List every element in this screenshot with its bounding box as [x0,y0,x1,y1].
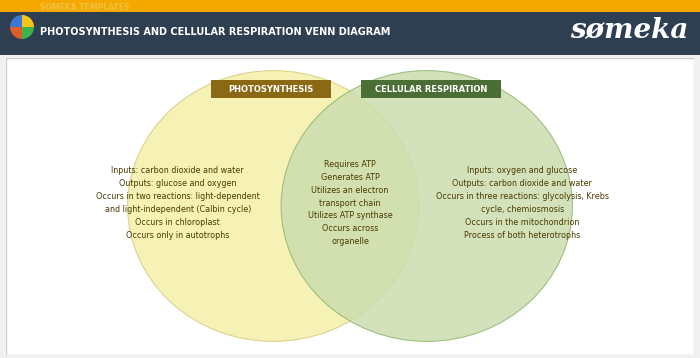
Text: PHOTOSYNTHESIS AND CELLULAR RESPIRATION VENN DIAGRAM: PHOTOSYNTHESIS AND CELLULAR RESPIRATION … [40,27,391,37]
FancyBboxPatch shape [360,81,500,98]
Text: CELLULAR RESPIRATION: CELLULAR RESPIRATION [374,85,487,94]
Wedge shape [10,27,22,39]
FancyBboxPatch shape [6,58,694,355]
FancyBboxPatch shape [0,0,700,55]
Text: Inputs: carbon dioxide and water
Outputs: glucose and oxygen
Occurs in two react: Inputs: carbon dioxide and water Outputs… [96,166,260,240]
Ellipse shape [281,71,573,342]
FancyBboxPatch shape [211,81,331,98]
Wedge shape [10,15,22,27]
Text: Requires ATP
Generates ATP
Utilizes an electron
transport chain
Utilizes ATP syn: Requires ATP Generates ATP Utilizes an e… [307,160,393,246]
Text: PHOTOSYNTHESIS: PHOTOSYNTHESIS [229,85,314,94]
Text: sømeka: sømeka [570,16,688,44]
Text: Inputs: oxygen and glucose
Outputs: carbon dioxide and water
Occurs in three rea: Inputs: oxygen and glucose Outputs: carb… [435,166,609,240]
FancyBboxPatch shape [0,0,700,12]
Text: SOMEKA TEMPLATES: SOMEKA TEMPLATES [40,3,130,12]
Ellipse shape [127,71,419,342]
Wedge shape [22,15,34,27]
Wedge shape [22,27,34,39]
